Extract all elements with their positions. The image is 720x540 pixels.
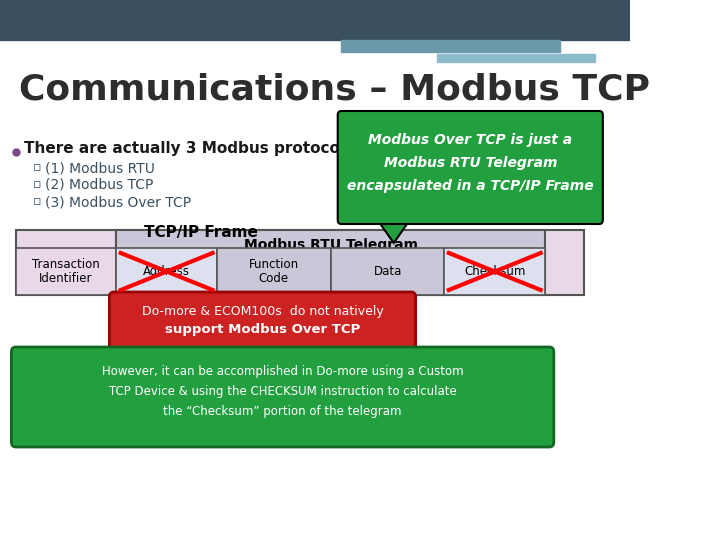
Bar xyxy=(0,0,630,40)
Text: support Modbus Over TCP: support Modbus Over TCP xyxy=(165,322,360,335)
Text: Function
Code: Function Code xyxy=(249,258,299,286)
Bar xyxy=(117,230,545,295)
Polygon shape xyxy=(377,218,411,243)
Text: (1) Modbus RTU: (1) Modbus RTU xyxy=(45,161,156,175)
Text: TCP/IP Frame: TCP/IP Frame xyxy=(144,225,258,240)
Text: (2) Modbus TCP: (2) Modbus TCP xyxy=(45,178,154,192)
Text: Do-more & ECOM100s  do not natively: Do-more & ECOM100s do not natively xyxy=(142,305,383,318)
Bar xyxy=(438,54,595,62)
Text: Modbus RTU Telegram: Modbus RTU Telegram xyxy=(244,238,418,252)
Text: Modbus Over TCP is just a: Modbus Over TCP is just a xyxy=(368,133,572,147)
Bar xyxy=(217,248,330,295)
Text: Data: Data xyxy=(374,265,402,278)
FancyBboxPatch shape xyxy=(12,347,554,447)
Text: Checksum: Checksum xyxy=(464,265,526,278)
Text: Modbus RTU Telegram: Modbus RTU Telegram xyxy=(384,156,557,170)
Text: ▫: ▫ xyxy=(33,179,42,192)
Bar xyxy=(330,248,444,295)
Text: However, it can be accomplished in Do-more using a Custom: However, it can be accomplished in Do-mo… xyxy=(102,366,464,379)
Text: the “Checksum” portion of the telegram: the “Checksum” portion of the telegram xyxy=(163,406,402,419)
Text: encapsulated in a TCP/IP Frame: encapsulated in a TCP/IP Frame xyxy=(347,179,593,193)
Text: ▫: ▫ xyxy=(33,195,42,208)
Text: ▫: ▫ xyxy=(33,161,42,174)
Text: There are actually 3 Modbus protocols: There are actually 3 Modbus protocols xyxy=(24,140,354,156)
FancyBboxPatch shape xyxy=(109,292,415,350)
Bar xyxy=(16,230,585,295)
Text: Address: Address xyxy=(143,265,190,278)
Bar xyxy=(341,40,560,52)
FancyBboxPatch shape xyxy=(338,111,603,224)
Text: TCP Device & using the CHECKSUM instruction to calculate: TCP Device & using the CHECKSUM instruct… xyxy=(109,386,456,399)
Bar xyxy=(444,248,545,295)
Bar xyxy=(16,248,117,295)
Bar xyxy=(117,248,217,295)
Text: Communications – Modbus TCP: Communications – Modbus TCP xyxy=(19,72,650,106)
Text: (3) Modbus Over TCP: (3) Modbus Over TCP xyxy=(45,195,192,209)
Text: Transaction
Identifier: Transaction Identifier xyxy=(32,258,100,286)
